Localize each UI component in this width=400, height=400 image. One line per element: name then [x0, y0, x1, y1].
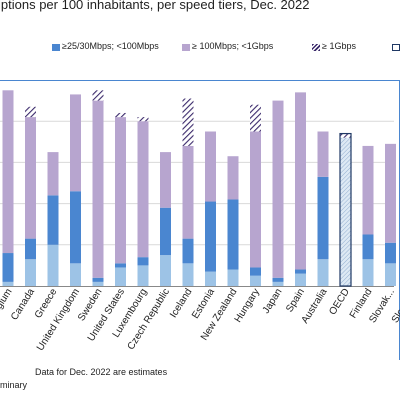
bar-canada-tier_lt25 — [25, 259, 36, 286]
bar-estonia-tier_100_1g — [205, 131, 216, 202]
bar-oecd-tier_lt25 — [340, 269, 351, 286]
bar-greece-tier_25_100 — [47, 195, 59, 245]
bar-oecd-tier_1g — [340, 133, 351, 138]
bar-luxembourg-tier_100_1g — [137, 121, 149, 258]
bar-finland-tier_lt25 — [362, 259, 374, 286]
bar-australia-tier_25_100 — [317, 176, 329, 260]
bar-sweden-tier_lt25 — [92, 281, 104, 286]
bar-estonia-tier_25_100 — [205, 201, 216, 272]
bar-sweden-tier_25_100 — [92, 277, 104, 282]
chart-title: iptions per 100 inhabitants, per speed t… — [0, 0, 310, 12]
bar-new-zealand-tier_100_1g — [227, 156, 239, 200]
legend-swatch-1 — [52, 44, 60, 51]
note-preliminary: minary — [0, 380, 28, 390]
bar-czech-republic-tier_lt25 — [160, 255, 171, 286]
bar-greece-tier_100_1g — [47, 152, 59, 196]
legend-label-3: ≥ 1Gbps — [322, 41, 356, 51]
bar-finland-tier_100_1g — [362, 145, 374, 235]
bar-japan-tier_lt25 — [272, 281, 284, 286]
bar-czech-republic-tier_25_100 — [160, 207, 171, 256]
bar-oecd-tier_100_1g — [340, 137, 351, 245]
legend-label-2: ≥ 100Mbps; <1Gbps — [192, 41, 274, 51]
bar-belgium-tier_25_100 — [2, 253, 14, 282]
bar-belgium-tier_100_1g — [2, 90, 14, 254]
bar-hungary-tier_25_100 — [250, 267, 261, 276]
bar-estonia-tier_lt25 — [205, 271, 216, 286]
bar-spain-tier_100_1g — [295, 92, 306, 270]
bar-japan-tier_100_1g — [272, 100, 284, 278]
bar-new-zealand-tier_25_100 — [227, 199, 239, 270]
category-label-spain: Spain — [284, 287, 307, 315]
bar-slovak--tier_100_1g — [385, 143, 396, 243]
bar-japan-tier_25_100 — [272, 277, 284, 282]
bar-united-states-tier_25_100 — [115, 263, 126, 268]
legend-swatch-2 — [182, 44, 190, 51]
bar-spain-tier_lt25 — [295, 273, 306, 286]
bar-australia-tier_lt25 — [317, 259, 329, 286]
bar-united-states-tier_100_1g — [115, 117, 126, 264]
bar-united-kingdom-tier_lt25 — [70, 263, 81, 286]
bar-belgium-tier_lt25 — [2, 281, 14, 286]
bar-united-kingdom-tier_100_1g — [70, 94, 81, 192]
bar-luxembourg-tier_lt25 — [137, 265, 149, 286]
bar-luxembourg-tier_25_100 — [137, 257, 149, 266]
bar-australia-tier_100_1g — [317, 131, 329, 177]
bar-iceland-tier_1g — [182, 98, 194, 146]
bar-finland-tier_25_100 — [362, 234, 374, 260]
bar-hungary-tier_lt25 — [250, 275, 261, 286]
note-estimates: Data for Dec. 2022 are estimates — [35, 367, 168, 377]
bar-canada-tier_1g — [25, 106, 36, 118]
category-label-canada: Canada — [9, 286, 37, 322]
bar-iceland-tier_25_100 — [182, 238, 194, 264]
bar-greece-tier_lt25 — [47, 244, 59, 286]
bar-sweden-tier_100_1g — [92, 100, 104, 278]
bar-oecd-tier_25_100 — [340, 244, 351, 270]
bar-slovak--tier_25_100 — [385, 242, 396, 264]
bar-iceland-tier_lt25 — [182, 263, 194, 286]
bar-iceland-tier_100_1g — [182, 145, 194, 239]
legend-swatch-3 — [312, 44, 320, 51]
bar-spain-tier_25_100 — [295, 269, 306, 274]
bar-slovak--tier_lt25 — [385, 263, 396, 286]
category-label-japan: Japan — [261, 287, 285, 316]
bar-new-zealand-tier_lt25 — [227, 269, 239, 286]
bar-united-kingdom-tier_25_100 — [70, 191, 81, 264]
bar-hungary-tier_1g — [250, 104, 261, 132]
bar-canada-tier_100_1g — [25, 117, 36, 239]
bar-united-states-tier_1g — [115, 112, 126, 118]
bar-canada-tier_25_100 — [25, 238, 36, 260]
bar-oecd-outline — [339, 132, 352, 287]
bar-luxembourg-tier_1g — [137, 117, 149, 122]
legend-label-1: ≥25/30Mbps; <100Mbps — [62, 41, 159, 51]
bar-hungary-tier_100_1g — [250, 131, 261, 268]
bar-united-states-tier_lt25 — [115, 267, 126, 286]
bar-sweden-tier_1g — [92, 90, 104, 101]
bar-czech-republic-tier_100_1g — [160, 152, 171, 208]
